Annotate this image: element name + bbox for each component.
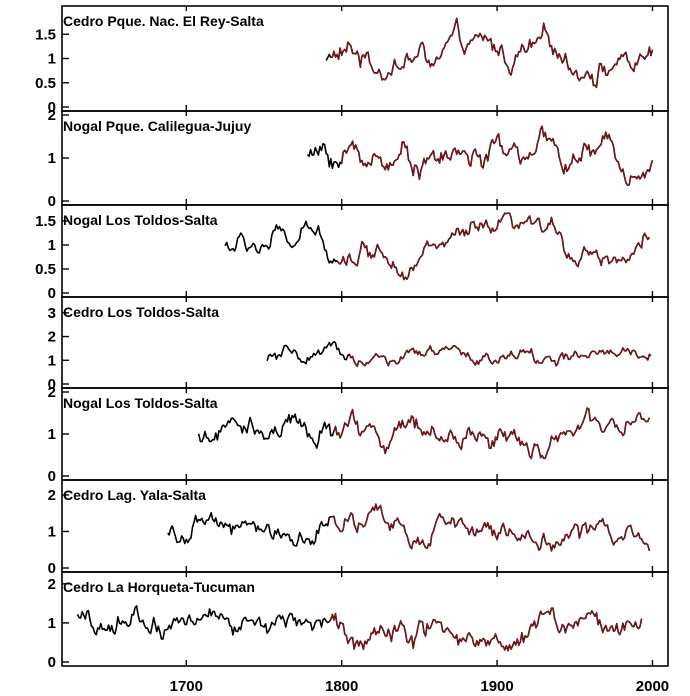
y-tick-label: 1 — [48, 615, 56, 632]
y-tick-label: 3 — [48, 305, 56, 322]
panel-4: 0 1 2 3 Cedro Los Toldos-Salta — [48, 296, 669, 393]
panel-title: Nogal Los Toldos-Salta — [63, 212, 218, 228]
y-tick-label: 0.5 — [35, 75, 56, 92]
x-tick-label: 1900 — [480, 678, 513, 695]
y-tick-label: 0 — [48, 654, 56, 671]
panel-5: 0 1 2 Nogal Los Toldos-Salta — [48, 384, 669, 485]
panel-title: Cedro Los Toldos-Salta — [63, 304, 219, 320]
y-tick-label: 2 — [48, 576, 56, 593]
x-tick-label: 1800 — [325, 678, 358, 695]
y-tick-label: 2 — [48, 487, 56, 504]
panel-title: Nogal Pque. Calilegua-Jujuy — [63, 118, 251, 134]
chronology-line — [266, 340, 652, 368]
y-tick-label: 0 — [48, 560, 56, 577]
panel-1: 0 0.5 1 1.5 Cedro Pque. Nac. El Rey-Salta — [35, 5, 669, 116]
x-tick-label: 2000 — [636, 678, 669, 695]
panel-title: Cedro Pque. Nac. El Rey-Salta — [63, 13, 264, 29]
chronology-line — [325, 17, 654, 89]
panel-title: Cedro La Horqueta-Tucuman — [63, 579, 255, 595]
y-tick-label: 2 — [48, 107, 56, 124]
panel-7: 0 1 2 Cedro La Horqueta-Tucuman — [48, 571, 669, 671]
overlay-line — [341, 124, 653, 186]
panel-2: 0 1 2 Nogal Pque. Calilegua-Jujuy — [48, 107, 669, 210]
panel-6: 0 1 2 Cedro Lag. Yala-Salta — [48, 479, 669, 577]
overlay-line — [330, 503, 650, 552]
y-tick-label: 1.5 — [35, 213, 56, 230]
chronology-line — [197, 407, 651, 460]
y-tick-label: 0 — [48, 468, 56, 485]
y-tick-label: 1 — [48, 426, 56, 443]
y-tick-label: 1 — [48, 237, 56, 254]
y-tick-label: 0 — [48, 193, 56, 210]
overlay-line — [333, 407, 650, 460]
overlay-line — [336, 212, 650, 281]
y-tick-label: 1 — [48, 150, 56, 167]
y-tick-label: 2 — [48, 329, 56, 346]
panel-title: Nogal Los Toldos-Salta — [63, 395, 218, 411]
overlay-line — [328, 607, 643, 653]
overlay-line — [349, 344, 652, 368]
panel-title: Cedro Lag. Yala-Salta — [63, 487, 206, 503]
y-tick-label: 1 — [48, 51, 56, 68]
chronology-line — [224, 212, 651, 281]
y-tick-label: 0 — [48, 376, 56, 393]
y-tick-label: 0 — [48, 99, 56, 116]
panel-frame — [61, 571, 669, 667]
overlay-line — [330, 18, 653, 89]
y-tick-label: 1 — [48, 523, 56, 540]
chronology-line — [167, 503, 651, 552]
y-tick-label: 1 — [48, 352, 56, 369]
panel-3: 0 0.5 1 1.5 Nogal Los Toldos-Salta — [35, 204, 669, 302]
y-tick-label: 0 — [48, 285, 56, 302]
y-tick-label: 1.5 — [35, 26, 56, 43]
y-tick-label: 2 — [48, 384, 56, 401]
x-tick-label: 1700 — [170, 678, 203, 695]
y-tick-label: 0.5 — [35, 261, 56, 278]
